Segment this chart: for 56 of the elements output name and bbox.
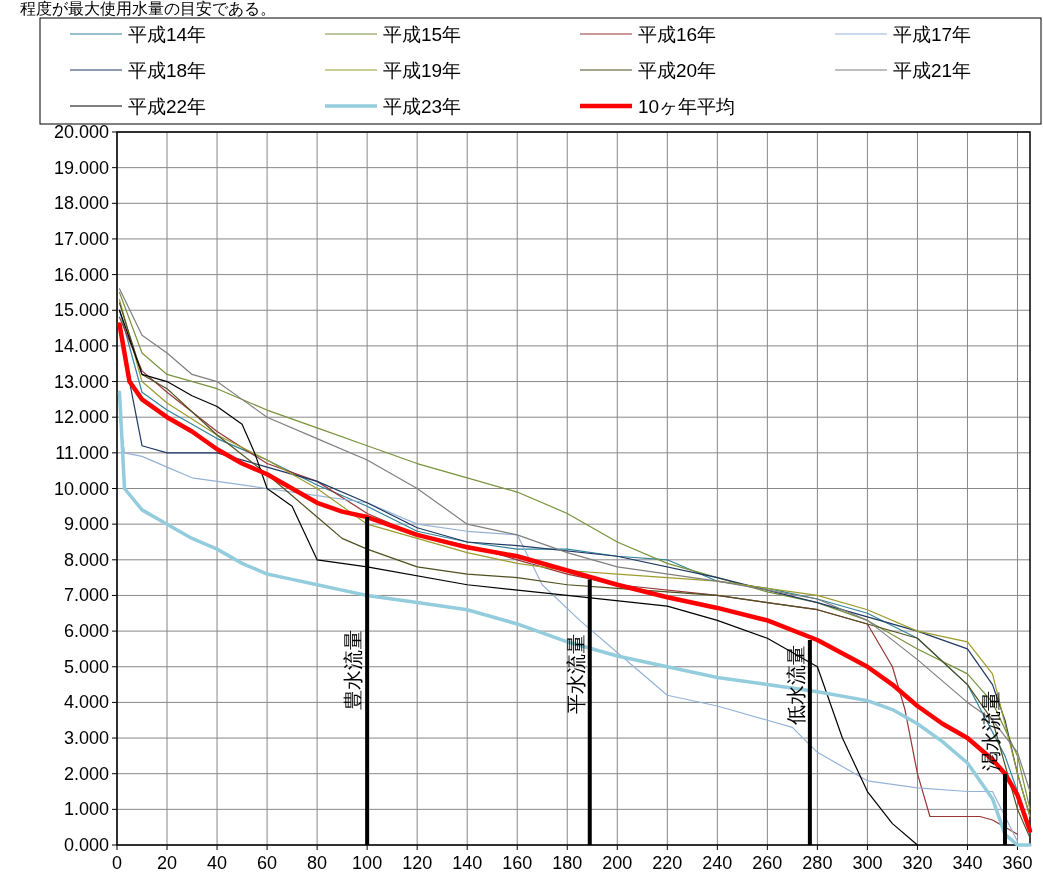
annotation: 豊水流量 — [342, 630, 365, 711]
legend-label: 10ヶ年平均 — [638, 96, 736, 117]
y-tick-label: 14.000 — [53, 335, 109, 356]
x-tick-label: 200 — [602, 853, 633, 873]
y-tick-label: 5.000 — [63, 656, 109, 677]
y-tick-label: 16.000 — [53, 264, 109, 285]
text: 程度が最大使用水量の目安である。 — [20, 0, 276, 17]
y-tick-label: 11.000 — [55, 442, 109, 463]
x-tick-label: 120 — [402, 853, 433, 873]
x-tick-label: 100 — [352, 853, 383, 873]
y-tick-label: 8.000 — [63, 549, 109, 570]
y-tick-label: 15.000 — [53, 300, 109, 321]
y-tick-label: 0.000 — [63, 835, 109, 855]
legend-label: 平成19年 — [383, 60, 462, 81]
x-tick-label: 180 — [552, 853, 583, 873]
x-tick-label: 140 — [452, 853, 483, 873]
x-tick-label: 340 — [952, 853, 983, 873]
legend-label: 平成17年 — [893, 24, 972, 45]
y-tick-label: 2.000 — [63, 763, 109, 784]
y-tick-label: 4.000 — [63, 692, 109, 713]
y-tick-label: 19.000 — [53, 157, 109, 178]
legend-label: 平成20年 — [638, 60, 717, 81]
legend-label: 平成22年 — [128, 96, 207, 117]
y-tick-label: 17.000 — [53, 228, 109, 249]
legend-label: 平成21年 — [893, 60, 972, 81]
x-tick-label: 320 — [902, 853, 933, 873]
annotation: 渇水流量 — [979, 690, 1002, 771]
y-tick-label: 9.000 — [63, 514, 109, 535]
annotation: 平水流量 — [564, 633, 587, 714]
y-tick-label: 6.000 — [63, 621, 109, 642]
legend-label: 平成15年 — [383, 24, 462, 45]
y-tick-label: 13.000 — [53, 371, 109, 392]
x-tick-label: 260 — [752, 853, 783, 873]
x-tick-label: 80 — [307, 853, 328, 873]
legend-label: 平成14年 — [128, 24, 207, 45]
annotation: 低水流量 — [784, 644, 807, 725]
x-tick-label: 20 — [157, 853, 178, 873]
y-tick-label: 12.000 — [53, 407, 109, 428]
x-tick-label: 240 — [702, 853, 733, 873]
x-tick-label: 0 — [111, 853, 123, 873]
y-tick-label: 1.000 — [63, 799, 109, 820]
y-tick-label: 18.000 — [53, 193, 109, 214]
y-tick-label: 3.000 — [63, 728, 109, 749]
x-tick-label: 360 — [1002, 853, 1033, 873]
x-tick-label: 280 — [802, 853, 833, 873]
y-tick-label: 10.000 — [53, 478, 109, 499]
y-tick-label: 7.000 — [63, 585, 109, 606]
x-tick-label: 40 — [207, 853, 228, 873]
x-tick-label: 300 — [852, 853, 883, 873]
y-tick-label: 20.000 — [53, 122, 109, 142]
legend-label: 平成18年 — [128, 60, 207, 81]
legend-label: 平成16年 — [638, 24, 717, 45]
x-tick-label: 60 — [257, 853, 278, 873]
x-tick-label: 160 — [502, 853, 533, 873]
x-tick-label: 220 — [652, 853, 683, 873]
legend-label: 平成23年 — [383, 96, 462, 117]
